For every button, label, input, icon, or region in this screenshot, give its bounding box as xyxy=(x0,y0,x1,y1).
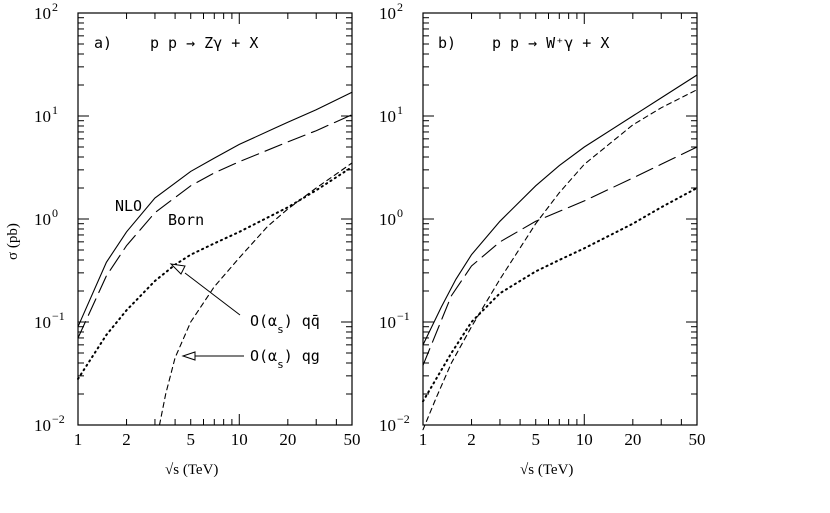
annotation-nlo: NLO xyxy=(115,197,142,215)
svg-text:10: 10 xyxy=(379,4,396,23)
arrow-qg xyxy=(181,351,244,361)
y-tick-label: 10 −1 xyxy=(379,309,410,332)
svg-text:10: 10 xyxy=(34,107,51,126)
panel-b-series xyxy=(422,74,698,431)
y-tick-label: 10 0 xyxy=(379,206,403,229)
svg-text:−2: −2 xyxy=(397,412,410,426)
x-tick-label: 1 xyxy=(74,430,83,449)
annotation-qg: O(αs) qg xyxy=(250,347,320,371)
svg-text:−1: −1 xyxy=(397,309,410,323)
svg-text:10: 10 xyxy=(34,4,51,23)
series-short-dash xyxy=(158,162,353,426)
series-short-dash xyxy=(422,89,698,431)
panel-a-ticks xyxy=(77,13,353,426)
x-tick-label: 10 xyxy=(576,430,593,449)
svg-text:−1: −1 xyxy=(52,309,65,323)
y-tick-label: 10 1 xyxy=(34,103,58,126)
svg-text:10: 10 xyxy=(379,416,396,435)
series-dotted xyxy=(77,166,353,380)
panel-b-x-tick-labels: 1 2 5 10 20 50 xyxy=(419,430,706,449)
panel-b-label: b) xyxy=(438,34,456,52)
panel-b-frame xyxy=(422,12,698,426)
svg-text:10: 10 xyxy=(34,416,51,435)
y-axis-label: σ (pb) xyxy=(5,223,21,260)
y-tick-label: 10 2 xyxy=(379,0,403,23)
svg-text:2: 2 xyxy=(52,0,58,14)
x-tick-label: 10 xyxy=(231,430,248,449)
svg-text:0: 0 xyxy=(52,206,58,220)
svg-text:10: 10 xyxy=(34,210,51,229)
series-long-dash xyxy=(77,114,353,339)
x-tick-label: 50 xyxy=(689,430,706,449)
x-tick-label: 5 xyxy=(186,430,195,449)
y-tick-label: 10 −2 xyxy=(379,412,410,435)
panel-a-x-axis-label: √s (TeV) xyxy=(165,462,218,478)
x-tick-label: 2 xyxy=(467,430,476,449)
panel-b-process: p p → W⁺γ + X xyxy=(492,34,609,52)
annotation-qqbar: O(αs) qq̄ xyxy=(250,312,320,336)
svg-text:−2: −2 xyxy=(52,412,65,426)
annotation-born: Born xyxy=(168,211,204,229)
y-tick-label: 10 2 xyxy=(34,0,58,23)
panel-a-label: a) xyxy=(94,34,112,52)
x-tick-label: 5 xyxy=(531,430,540,449)
svg-text:10: 10 xyxy=(34,313,51,332)
x-tick-label: 20 xyxy=(279,430,296,449)
x-tick-label: 50 xyxy=(344,430,361,449)
series-dotted xyxy=(422,187,698,403)
svg-text:10: 10 xyxy=(379,210,396,229)
x-tick-label: 1 xyxy=(419,430,428,449)
series-long-dash xyxy=(422,146,698,366)
y-tick-label: 10 0 xyxy=(34,206,58,229)
series-solid xyxy=(422,74,698,346)
y-tick-label: 10 −2 xyxy=(34,412,65,435)
panel-a-x-tick-labels: 1 2 5 10 20 50 xyxy=(74,430,361,449)
x-tick-label: 20 xyxy=(624,430,641,449)
series-solid xyxy=(77,91,353,328)
svg-text:10: 10 xyxy=(379,313,396,332)
panel-b-ticks xyxy=(422,13,698,426)
svg-text:2: 2 xyxy=(397,0,403,14)
panel-a-series xyxy=(77,91,353,426)
svg-text:10: 10 xyxy=(379,107,396,126)
panel-a-process: p p → Zγ + X xyxy=(150,34,258,52)
panel-b-x-axis-label: √s (TeV) xyxy=(520,462,573,478)
x-tick-label: 2 xyxy=(122,430,131,449)
svg-text:0: 0 xyxy=(397,206,403,220)
y-tick-label: 10 1 xyxy=(379,103,403,126)
svg-text:1: 1 xyxy=(52,103,58,117)
svg-text:1: 1 xyxy=(397,103,403,117)
arrow-qqbar xyxy=(169,263,241,316)
y-tick-label: 10 −1 xyxy=(34,309,65,332)
